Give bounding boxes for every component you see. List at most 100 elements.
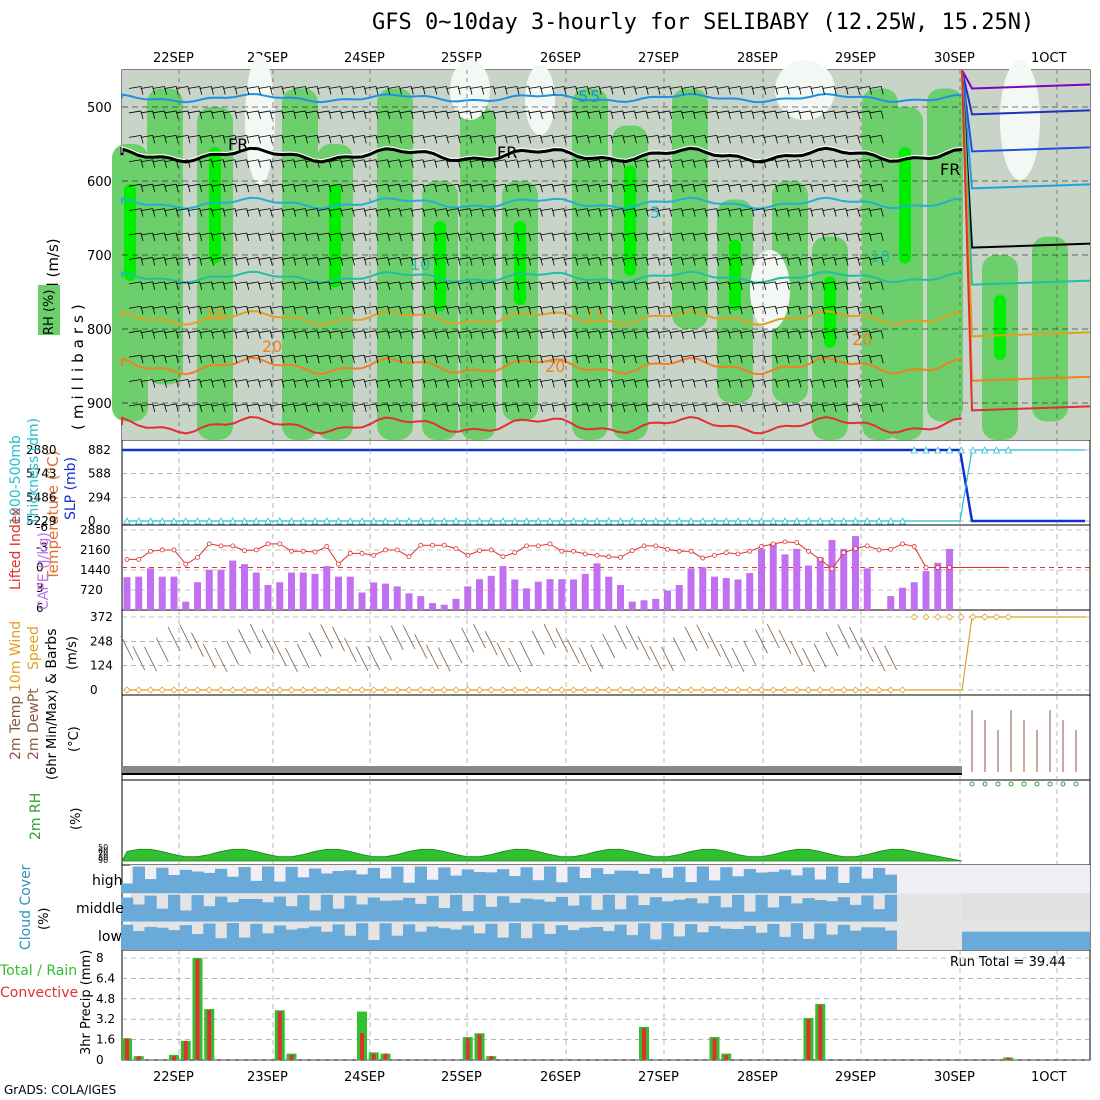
- thickness-marker: [299, 517, 307, 525]
- wind-barb: [246, 159, 261, 168]
- wind-barb: [246, 208, 261, 217]
- thickness-marker: [522, 517, 531, 525]
- wind-barb: [634, 183, 649, 193]
- wind-barb: [340, 330, 355, 339]
- li-marker: [559, 548, 565, 554]
- cloud-high-label: high: [92, 873, 123, 889]
- cloud-middle-label: middle: [76, 901, 124, 917]
- wind-barb: [810, 134, 825, 144]
- freezing-level-inner: [121, 145, 963, 161]
- cloud-cell: [861, 878, 874, 894]
- precip-conv-bar: [724, 1054, 729, 1060]
- wind-barb: [164, 183, 179, 193]
- wind-barb: [340, 208, 355, 217]
- wind-barb: [669, 232, 684, 242]
- wind-barb: [575, 305, 590, 315]
- wind-marker: [793, 686, 801, 694]
- wind-barb: [469, 354, 485, 364]
- wind-barb: [845, 86, 861, 95]
- wind-barb: [164, 281, 179, 290]
- wind-barb: [704, 257, 720, 266]
- wind-barb: [199, 159, 214, 168]
- wind-barb: [128, 330, 144, 339]
- wind-barb: [551, 159, 567, 168]
- cloud-cell: [873, 909, 886, 922]
- wind-barb: [598, 403, 614, 413]
- wind-barb-10m: [355, 646, 369, 672]
- wind-barb: [387, 183, 402, 193]
- wind-barb: [457, 208, 473, 217]
- precip-conv-bar: [195, 959, 200, 1060]
- li-marker: [277, 541, 283, 547]
- wind-barb: [575, 281, 590, 290]
- wind-barb: [481, 330, 496, 339]
- li-marker: [829, 566, 835, 572]
- wind-barb: [481, 134, 496, 144]
- cloud-cell: [673, 936, 686, 950]
- cloud-cell: [685, 924, 698, 950]
- cloud-cell: [555, 882, 568, 894]
- cloud-cell: [344, 870, 357, 894]
- wind-barb: [528, 379, 543, 388]
- wind-barb: [234, 257, 250, 266]
- cape-bar: [335, 576, 342, 610]
- cape-bar: [910, 582, 918, 610]
- wind-barb: [352, 305, 367, 315]
- wind-barb: [798, 183, 814, 193]
- cloud-cell: [121, 897, 134, 922]
- wind-barb: [681, 86, 696, 95]
- wind-barb: [340, 257, 355, 266]
- wind-barb: [681, 208, 696, 217]
- wind-barb-10m: [778, 629, 792, 654]
- wind-barb: [622, 330, 637, 339]
- contour-label: 5: [578, 87, 588, 106]
- wind-barb: [857, 354, 872, 364]
- wind-tick: 124: [90, 659, 113, 673]
- wind-barb: [775, 379, 790, 388]
- wind-barb: [246, 403, 261, 413]
- wind-barb: [869, 257, 884, 266]
- wind-barb: [728, 379, 743, 388]
- wind-barb: [551, 134, 567, 144]
- x-label-top: 27SEP: [638, 51, 679, 66]
- wind-barb: [551, 354, 567, 364]
- wind-barb-10m: [120, 635, 134, 661]
- wind-tick: 372: [90, 610, 113, 624]
- cloud-cell: [649, 868, 662, 894]
- wind-marker: [593, 686, 601, 694]
- wind-barb: [328, 159, 344, 168]
- wind-barb: [610, 86, 626, 95]
- wind-barb: [692, 379, 708, 388]
- wind-barb: [822, 305, 837, 315]
- thickness-marker: [193, 517, 202, 525]
- wind-barb: [610, 232, 626, 242]
- li-marker: [453, 546, 459, 551]
- t2m-dew-marker: [1008, 781, 1014, 787]
- wind-barb: [340, 232, 355, 242]
- cloud-cell: [285, 929, 298, 950]
- rh-dry-patch: [450, 60, 490, 120]
- li-marker: [383, 547, 388, 553]
- wind-barb: [657, 354, 673, 364]
- wind-marker: [675, 686, 683, 694]
- wind-barb: [258, 379, 273, 388]
- wind-barb: [810, 305, 825, 315]
- cape-bar: [252, 572, 260, 610]
- thickness-marker: [558, 517, 566, 525]
- wind-barb: [446, 232, 461, 242]
- wind-barb: [211, 330, 226, 339]
- wind-barb: [598, 305, 614, 315]
- cloud-cell: [262, 866, 275, 894]
- wind-marker: [875, 686, 883, 694]
- wind-barb: [845, 257, 861, 266]
- wind-barb: [563, 281, 579, 290]
- rh-legend: RH (%): [42, 290, 57, 335]
- wind-barb: [775, 159, 790, 168]
- wind-barb: [739, 183, 755, 193]
- cloud-cell: [755, 872, 768, 894]
- wind-barb: [187, 134, 203, 144]
- wind-barb: [657, 208, 673, 217]
- cloud-cell: [356, 923, 369, 950]
- cloud-cell: [485, 872, 498, 894]
- cloud-label-a: Cloud Cover: [18, 864, 34, 950]
